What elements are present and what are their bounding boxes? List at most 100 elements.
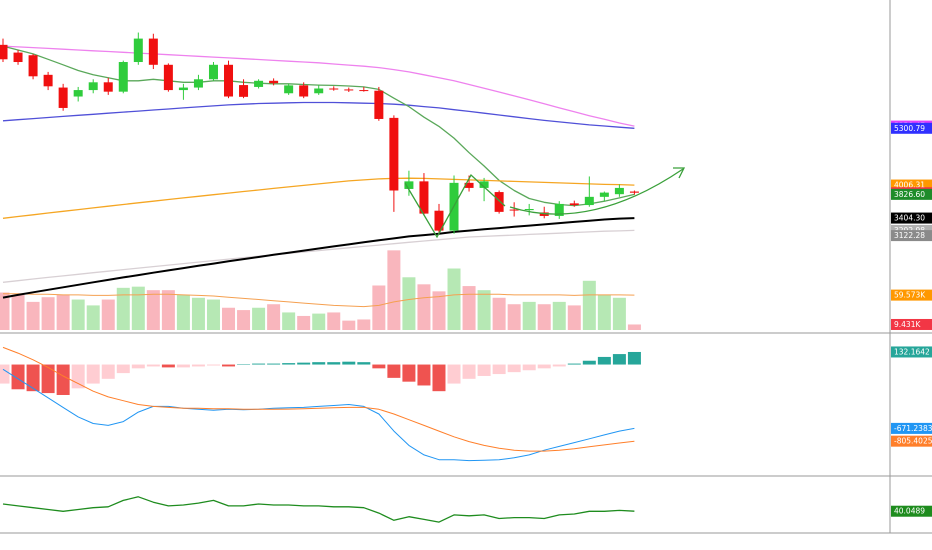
macd-histogram-bar	[432, 364, 446, 392]
axis-layer: 5358.475300.794006.313857.803826.603404.…	[891, 120, 932, 517]
rsi-line	[2, 496, 635, 523]
macd-histogram-bar	[507, 364, 521, 373]
macd-histogram-bar	[71, 364, 85, 389]
candle-body	[389, 117, 399, 191]
price-tag-label: 3122.28	[894, 231, 925, 240]
macd-histogram-bar	[11, 364, 25, 390]
price-tag	[891, 122, 932, 134]
price-tag	[891, 179, 932, 191]
arrow-drawing	[509, 168, 684, 215]
price-tag-label: 3404.30	[894, 214, 925, 223]
volume-bar	[282, 312, 296, 330]
volume-bar	[327, 312, 341, 330]
price-tag-label: -805.4025	[894, 437, 932, 446]
candle-body	[524, 208, 534, 211]
macd-histogram-bar	[357, 362, 371, 365]
macd-histogram-bar	[522, 364, 536, 371]
macd-histogram-bar	[282, 363, 296, 365]
candle-body	[629, 191, 639, 193]
macd-histogram-bar	[612, 354, 626, 365]
macd-histogram-bar	[552, 364, 566, 367]
candle-body	[163, 64, 173, 91]
macd-histogram-bar	[41, 364, 55, 394]
price-tag-label: 4006.31	[894, 181, 925, 190]
macd-histogram-bar	[567, 363, 581, 365]
macd-histogram-bar	[387, 364, 401, 378]
macd-histogram-bar	[597, 356, 611, 365]
volume-bar	[116, 287, 130, 330]
price-tag-label: -671.2383	[894, 424, 932, 433]
moving-average-line	[2, 45, 635, 127]
moving-average-line	[2, 177, 635, 219]
volume-bar	[252, 307, 266, 330]
volume-ma-line	[3, 293, 635, 308]
macd-histogram-bar	[206, 364, 220, 366]
candle-body	[28, 55, 38, 77]
volume-bar	[11, 294, 25, 330]
volume-bar	[297, 315, 311, 330]
volume-bar	[86, 305, 100, 330]
macd-histogram-bar	[101, 364, 115, 379]
price-tag	[891, 435, 932, 447]
volume-bar	[222, 307, 236, 330]
macd-histogram-bar	[492, 364, 506, 375]
price-tag-label: 9.431K	[894, 320, 921, 329]
macd-histogram-bar	[417, 364, 431, 386]
candle-body	[299, 85, 309, 97]
candle-body	[13, 52, 23, 63]
candle-body	[359, 90, 369, 92]
drawing-layer	[404, 167, 686, 239]
volume-bar	[131, 286, 145, 330]
volume-bar	[582, 280, 596, 330]
volume-bar	[312, 313, 326, 330]
volume-bar	[342, 320, 356, 330]
macd-histogram-bar	[56, 364, 70, 395]
macd-histogram-bar	[0, 364, 10, 384]
moving-average-line	[2, 229, 635, 283]
volume-bar	[387, 250, 401, 330]
macd-histogram-bar	[176, 364, 190, 368]
macd-line	[2, 368, 635, 462]
trend-drawing	[404, 173, 506, 239]
price-tag-label: 59.573K	[894, 291, 926, 300]
volume-bar	[447, 268, 461, 330]
candle-body	[434, 210, 444, 231]
candle-body	[133, 38, 143, 63]
price-tag-label: 5300.79	[894, 124, 925, 133]
macd-histogram-bar	[372, 364, 386, 369]
price-tag	[891, 230, 932, 242]
candle-body	[569, 203, 579, 206]
price-tag	[891, 188, 932, 200]
volume-bar	[477, 290, 491, 330]
macd-histogram-bar	[447, 364, 461, 384]
volume-bar	[507, 304, 521, 330]
candle-body	[254, 80, 264, 87]
volume-bar	[492, 297, 506, 330]
candle-body	[509, 209, 519, 211]
arrow-head	[673, 167, 686, 179]
volume-bar	[26, 301, 40, 330]
volume-bar	[237, 310, 251, 330]
moving-average-line	[2, 101, 635, 129]
moving-average-line	[2, 217, 635, 299]
candle-body	[193, 79, 203, 88]
volume-bar	[206, 299, 220, 330]
price-tag	[891, 505, 932, 517]
volume-bar	[402, 277, 416, 330]
volume-bar	[71, 299, 85, 330]
macd-histogram-bar	[342, 361, 356, 365]
candle-body	[599, 192, 609, 197]
candle-body	[374, 90, 384, 119]
macd-histogram-bar	[297, 362, 311, 365]
candle-body	[103, 82, 113, 92]
macd-histogram-bar	[582, 360, 596, 365]
macd-histogram-bar	[477, 364, 491, 376]
volume-bar	[56, 294, 70, 330]
candle-body	[73, 90, 83, 97]
volume-bar	[462, 286, 476, 330]
price-tag	[891, 212, 932, 224]
volume-bar	[552, 301, 566, 330]
candle-body	[224, 64, 234, 97]
macd-histogram-bar	[537, 364, 551, 369]
